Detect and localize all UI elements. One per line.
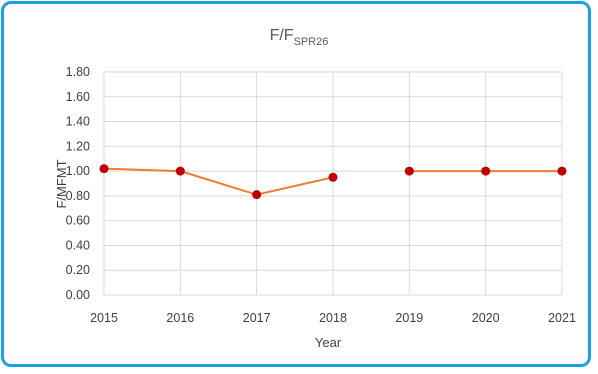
y-tick-label: 1.40 <box>66 115 90 129</box>
chart-title-main: F/F <box>270 27 294 44</box>
data-point <box>404 166 414 176</box>
series-markers <box>99 164 567 200</box>
y-tick-label: 1.60 <box>66 90 90 104</box>
x-tick-label: 2021 <box>548 311 576 325</box>
data-point <box>557 166 567 176</box>
y-tick-label: 0.80 <box>66 189 90 203</box>
x-tick-label: 2017 <box>243 311 271 325</box>
chart-title-subscript: SPR26 <box>294 36 329 48</box>
series-line-segment <box>103 167 182 173</box>
y-tick-label: 0.60 <box>66 214 90 228</box>
y-tick-label: 0.00 <box>66 288 90 302</box>
data-point <box>99 164 109 174</box>
y-axis-label: F/MFMT <box>54 159 69 208</box>
data-point <box>481 166 491 176</box>
series-line <box>103 167 563 196</box>
y-tick-label: 1.00 <box>66 164 90 178</box>
x-tick-label: 2020 <box>472 311 500 325</box>
data-point <box>328 172 338 182</box>
data-point <box>175 166 185 176</box>
y-tick-label: 1.20 <box>66 139 90 153</box>
chart-title: F/FSPR26 <box>270 27 329 48</box>
chart-frame <box>1 1 591 367</box>
x-axis-label: Year <box>315 335 342 350</box>
x-tick-label: 2016 <box>166 311 194 325</box>
y-tick-label: 1.80 <box>66 65 90 79</box>
y-tick-labels: 0.00 0.20 0.40 0.60 0.80 1.00 1.20 1.40 1.60 1.80 <box>66 65 90 302</box>
series-line-segment <box>179 170 258 196</box>
x-tick-label: 2019 <box>395 311 423 325</box>
x-tick-label: 2018 <box>319 311 347 325</box>
x-tick-label: 2015 <box>90 311 118 325</box>
y-tick-label: 0.20 <box>66 263 90 277</box>
series-line-segment <box>255 176 334 196</box>
gridlines <box>103 71 563 296</box>
y-tick-label: 0.40 <box>66 238 90 252</box>
x-tick-labels: 2015 2016 2017 2018 2019 2020 2021 <box>90 311 576 325</box>
data-point <box>252 190 262 200</box>
